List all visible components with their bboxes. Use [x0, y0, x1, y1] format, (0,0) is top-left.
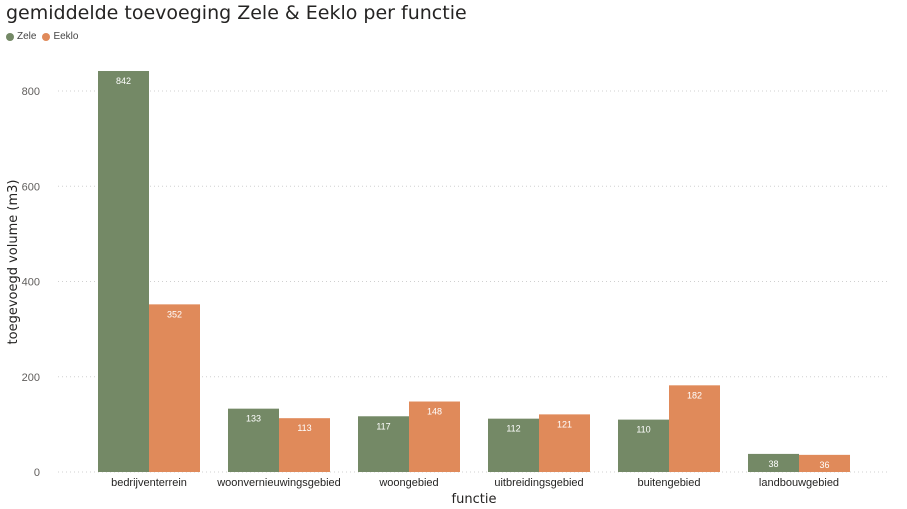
legend-item-eeklo[interactable]: Eeklo — [42, 31, 78, 42]
data-label: 112 — [506, 424, 520, 434]
y-tick-label: 200 — [22, 372, 40, 384]
bars — [98, 70, 850, 472]
y-axis-title: toegevoegd volume (m3) — [6, 180, 21, 345]
gridlines — [58, 90, 890, 473]
y-tick-label: 800 — [22, 86, 40, 98]
bar-zele-woongebied[interactable] — [358, 416, 409, 472]
x-tick-label: buitengebied — [637, 477, 700, 489]
data-label: 117 — [376, 421, 390, 431]
bar-zele-bedrijventerrein[interactable] — [98, 70, 149, 472]
bar-zele-buitengebied[interactable] — [618, 419, 669, 472]
data-label: 182 — [687, 390, 702, 400]
data-label: 110 — [636, 425, 650, 435]
legend-item-zele[interactable]: Zele — [6, 31, 36, 42]
x-tick-label: uitbreidingsgebied — [494, 477, 583, 489]
data-label: 148 — [427, 407, 442, 417]
data-label: 842 — [116, 76, 131, 86]
data-label: 133 — [246, 414, 261, 424]
legend-label-zele: Zele — [17, 31, 37, 42]
x-tick-label: bedrijventerrein — [111, 477, 187, 489]
chart-title: gemiddelde toevoeging Zele & Eeklo per f… — [6, 2, 467, 24]
x-tick-label: woonvernieuwingsgebied — [216, 477, 341, 489]
data-label: 352 — [167, 309, 182, 319]
legend-swatch-zele — [6, 32, 14, 41]
y-tick-label: 0 — [34, 467, 40, 479]
x-tick-label: landbouwgebied — [759, 477, 839, 489]
bar-zele-landbouwgebied[interactable] — [748, 453, 799, 472]
data-label: 36 — [819, 460, 829, 470]
legend-label-eeklo: Eeklo — [53, 31, 79, 42]
y-tick-label: 400 — [22, 277, 40, 289]
x-axis-ticks: bedrijventerrein woonvernieuwingsgebied wo… — [111, 477, 839, 489]
bar-eeklo-woonvernieuwingsgebied[interactable] — [279, 418, 330, 472]
data-labels: 842 352 133 113 117 148 112 121 110 182 38 36 — [116, 76, 830, 470]
data-label: 113 — [297, 423, 311, 433]
data-label: 38 — [768, 459, 778, 469]
bar-zele-woonvernieuwingsgebied[interactable] — [228, 408, 279, 472]
legend: Zele Eeklo — [6, 31, 84, 42]
x-axis-title: functie — [452, 492, 497, 507]
bar-eeklo-woongebied[interactable] — [409, 401, 460, 472]
bar-eeklo-landbouwgebied[interactable] — [799, 454, 850, 472]
bar-eeklo-buitengebied[interactable] — [669, 385, 720, 472]
x-tick-label: woongebied — [378, 477, 438, 489]
data-label: 121 — [557, 419, 572, 429]
bar-zele-uitbreidingsgebied[interactable] — [488, 418, 539, 472]
y-axis-ticks: 0 200 400 600 800 — [22, 86, 40, 479]
legend-swatch-eeklo — [42, 32, 51, 41]
bar-eeklo-bedrijventerrein[interactable] — [149, 304, 200, 472]
bar-eeklo-uitbreidingsgebied[interactable] — [539, 414, 590, 472]
y-tick-label: 600 — [22, 181, 40, 193]
